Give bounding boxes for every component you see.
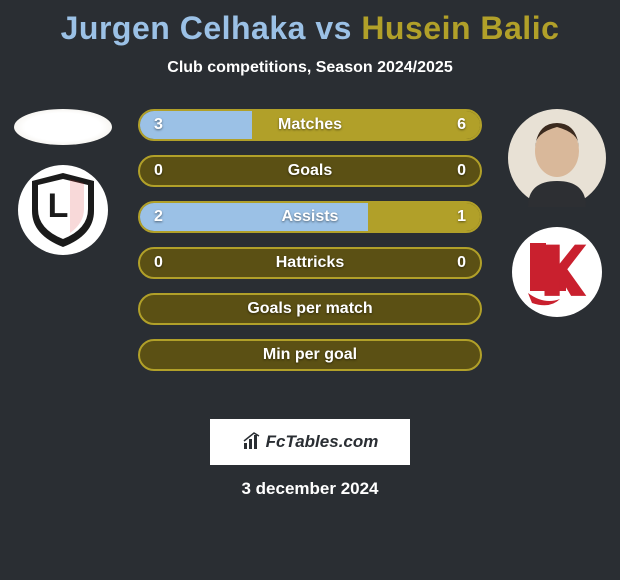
stat-bar: 0 0Goals: [138, 155, 482, 187]
club-emblem-icon: [518, 233, 596, 311]
bar-value-right: 6: [457, 116, 466, 134]
bar-fill-left: [140, 203, 368, 231]
svg-text:L: L: [48, 187, 69, 225]
club-shield-icon: L: [28, 171, 98, 249]
player2-photo: [508, 109, 606, 207]
watermark-text: FcTables.com: [266, 432, 379, 452]
bar-value-right: 0: [457, 254, 466, 272]
left-column: L: [8, 109, 118, 255]
bar-value-left: 3: [154, 116, 163, 134]
player1-photo: [14, 109, 112, 145]
bar-fill-right: [252, 111, 480, 139]
bar-label: Goals per match: [140, 300, 480, 318]
bar-label: Hattricks: [140, 254, 480, 272]
player1-club-badge: L: [18, 165, 108, 255]
stat-bar: 21Assists: [138, 201, 482, 233]
vs-text: vs: [315, 10, 352, 46]
comparison-title: Jurgen Celhaka vs Husein Balic: [0, 0, 620, 47]
bar-value-right: 1: [457, 208, 466, 226]
bar-value-right: 0: [457, 162, 466, 180]
bar-label: Min per goal: [140, 346, 480, 364]
date-text: 3 december 2024: [0, 479, 620, 499]
stat-bars: 36Matches00Goals21Assists00HattricksGoal…: [138, 109, 482, 371]
stat-bar: 0 0Hattricks: [138, 247, 482, 279]
bar-label: Goals: [140, 162, 480, 180]
player2-name: Husein Balic: [361, 10, 559, 46]
right-column: [502, 109, 612, 317]
bar-value-left: 0: [154, 162, 163, 180]
comparison-subtitle: Club competitions, Season 2024/2025: [0, 59, 620, 77]
watermark-badge: FcTables.com: [210, 419, 410, 465]
player2-club-badge: [512, 227, 602, 317]
bar-value-left: 0: [154, 254, 163, 272]
avatar-icon: [508, 109, 606, 207]
bar-value-left: 2: [154, 208, 163, 226]
player1-name: Jurgen Celhaka: [61, 10, 306, 46]
stat-bar: Goals per match: [138, 293, 482, 325]
comparison-body: L 36Matches00Goals21Assists00HattricksGo…: [0, 109, 620, 399]
stat-bar: Min per goal: [138, 339, 482, 371]
chart-icon: [242, 432, 262, 452]
stat-bar: 36Matches: [138, 109, 482, 141]
